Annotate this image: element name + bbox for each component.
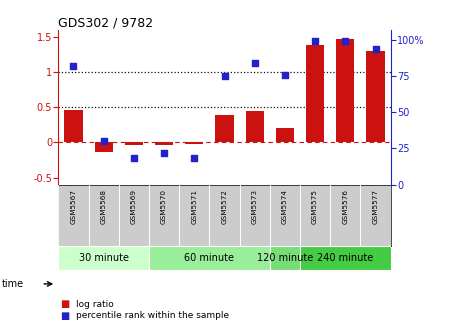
Point	[70, 63, 77, 69]
Point	[342, 39, 349, 44]
Bar	[216, 115, 233, 142]
Text: GSM5568: GSM5568	[101, 190, 107, 224]
Text: percentile rank within the sample: percentile rank within the sample	[76, 311, 229, 320]
Text: time: time	[2, 279, 24, 289]
Bar	[185, 142, 203, 144]
Text: GSM5574: GSM5574	[282, 190, 288, 224]
Bar	[246, 111, 264, 142]
Point	[130, 156, 137, 161]
Point	[251, 60, 258, 66]
Point	[282, 72, 289, 77]
Text: GSM5573: GSM5573	[252, 190, 258, 224]
Bar	[95, 142, 113, 152]
Bar	[336, 39, 354, 142]
Point	[372, 46, 379, 51]
Point	[160, 150, 167, 155]
Bar	[155, 142, 173, 145]
Bar	[149, 246, 270, 270]
Text: log ratio: log ratio	[76, 300, 114, 308]
Bar	[366, 51, 385, 142]
Text: 240 minute: 240 minute	[317, 253, 374, 263]
Text: ■: ■	[61, 311, 70, 321]
Text: GSM5577: GSM5577	[373, 190, 379, 224]
Text: 30 minute: 30 minute	[79, 253, 129, 263]
Text: 120 minute: 120 minute	[257, 253, 313, 263]
Point	[312, 39, 319, 44]
Bar	[300, 246, 391, 270]
Text: GSM5572: GSM5572	[221, 190, 228, 224]
Text: GSM5571: GSM5571	[191, 190, 197, 224]
Bar	[276, 128, 294, 142]
Point	[191, 156, 198, 161]
Text: GSM5570: GSM5570	[161, 190, 167, 224]
Bar	[58, 246, 149, 270]
Text: ■: ■	[61, 299, 70, 309]
Text: GSM5567: GSM5567	[70, 190, 76, 224]
Text: 60 minute: 60 minute	[185, 253, 234, 263]
Point	[221, 73, 228, 79]
Text: GSM5575: GSM5575	[312, 190, 318, 224]
Point	[100, 138, 107, 144]
Text: GDS302 / 9782: GDS302 / 9782	[58, 16, 154, 29]
Bar	[270, 246, 300, 270]
Text: GSM5576: GSM5576	[342, 190, 348, 224]
Bar	[125, 142, 143, 145]
Text: GSM5569: GSM5569	[131, 190, 137, 224]
Bar	[64, 110, 83, 142]
Bar	[306, 45, 324, 142]
